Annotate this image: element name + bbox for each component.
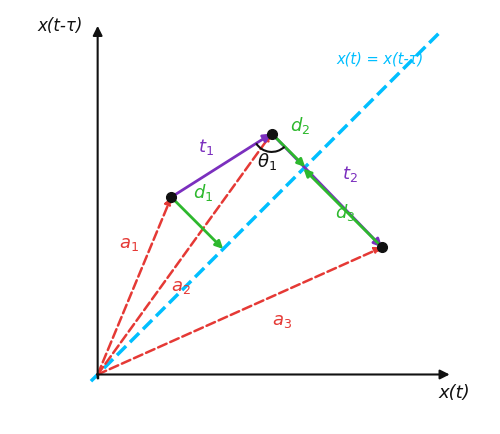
Text: $\theta_1$: $\theta_1$ [256, 151, 276, 172]
Text: $a_2$: $a_2$ [172, 279, 191, 296]
Text: $d_3$: $d_3$ [336, 202, 355, 223]
Text: x(t) = x(t-τ): x(t) = x(t-τ) [336, 52, 424, 66]
Text: $d_2$: $d_2$ [290, 115, 310, 136]
Text: $t_1$: $t_1$ [198, 137, 214, 157]
Text: x(t): x(t) [438, 384, 470, 402]
Text: x(t-τ): x(t-τ) [37, 17, 82, 36]
Text: $d_1$: $d_1$ [193, 181, 214, 203]
Text: $a_1$: $a_1$ [120, 235, 140, 253]
Text: $a_3$: $a_3$ [272, 312, 291, 330]
Text: $t_2$: $t_2$ [342, 164, 358, 184]
